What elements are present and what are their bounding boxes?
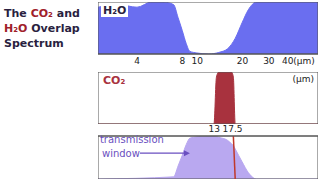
svg-text:10: 10: [191, 56, 203, 66]
html-text:(μm): (μm): [292, 74, 314, 84]
svg-text:transmission: transmission: [100, 134, 164, 145]
svg-text:window: window: [102, 148, 140, 159]
html-text:H₂O Overlap: H₂O Overlap: [4, 22, 80, 35]
svg-text:20: 20: [237, 56, 249, 66]
svg-text:13: 13: [209, 125, 220, 134]
html-text:H₂O: H₂O: [103, 4, 127, 17]
svg-text:17.5: 17.5: [223, 125, 243, 134]
svg-text:8: 8: [180, 56, 186, 66]
svg-text:4: 4: [134, 56, 140, 66]
svg-text:30: 30: [263, 56, 275, 66]
html-text:CO₂: CO₂: [103, 74, 126, 87]
html-text:Spectrum: Spectrum: [4, 37, 64, 50]
svg-text:40(μm): 40(μm): [282, 56, 312, 66]
html-text:The CO₂ and: The CO₂ and: [4, 7, 80, 20]
